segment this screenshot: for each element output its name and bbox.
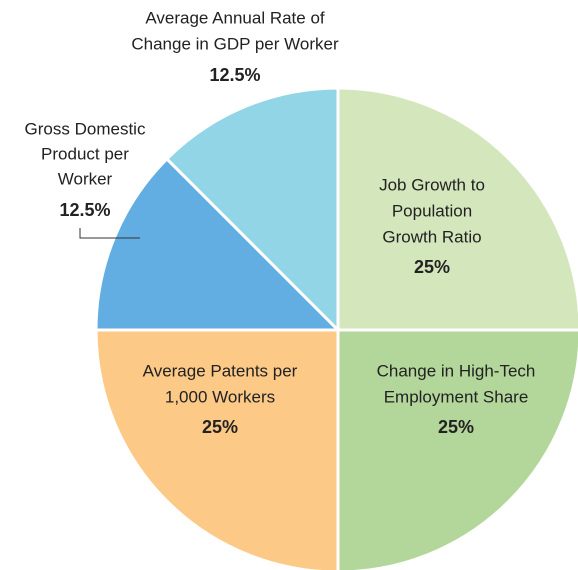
value-label: 25% [438, 417, 474, 437]
slice-label: Population [392, 201, 472, 220]
pie-slice [94, 328, 340, 570]
slice-label: Job Growth to [379, 175, 485, 194]
slice-label: Change in GDP per Worker [131, 34, 339, 53]
pie-slice [336, 86, 578, 332]
slice-label: Product per [41, 144, 129, 163]
value-label: 12.5% [59, 200, 110, 220]
value-label: 12.5% [209, 65, 260, 85]
leader-line [79, 228, 140, 239]
slice-label: Change in High-Tech [377, 361, 536, 380]
pie-slice [336, 328, 578, 570]
value-label: 25% [202, 417, 238, 437]
slice-label: 1,000 Workers [165, 387, 275, 406]
slice-label: Growth Ratio [382, 227, 481, 246]
pie-slice [164, 86, 340, 334]
slice-label: Average Annual Rate of [145, 8, 325, 27]
slice-label: Employment Share [384, 387, 529, 406]
pie-slice [94, 156, 342, 332]
value-label: 25% [414, 257, 450, 277]
slice-label: Gross Domestic [25, 119, 146, 138]
slice-label: Worker [58, 169, 113, 188]
slice-label: Average Patents per [143, 361, 298, 380]
